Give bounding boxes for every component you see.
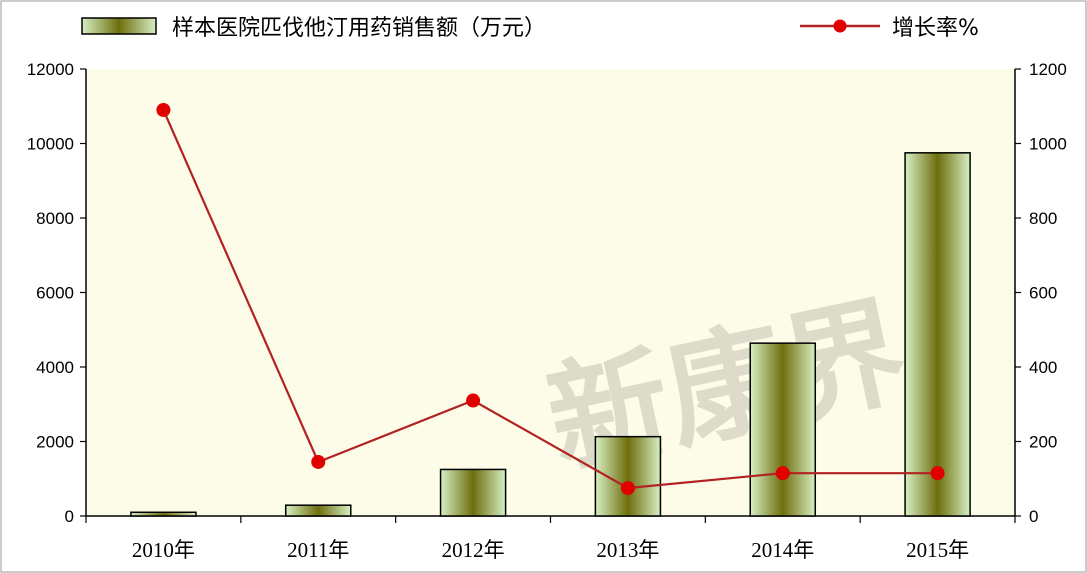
left-tick-label: 12000: [27, 60, 74, 79]
legend-bar-label: 样本医院匹伐他汀用药销售额（万元）: [172, 16, 546, 41]
right-tick-label: 600: [1029, 284, 1057, 303]
right-tick-label: 1200: [1029, 60, 1067, 79]
growth-point: [466, 393, 481, 408]
left-tick-label: 2000: [36, 433, 74, 452]
left-tick-label: 6000: [36, 284, 74, 303]
legend: 样本医院匹伐他汀用药销售额（万元） 增长率%: [81, 16, 979, 41]
growth-point: [156, 102, 171, 117]
growth-point: [620, 481, 635, 496]
x-tick-label: 2012年: [442, 538, 505, 562]
legend-line-label: 增长率%: [892, 16, 979, 41]
bar: [130, 511, 197, 517]
growth-point: [311, 454, 326, 469]
x-tick-label: 2015年: [906, 538, 969, 562]
legend-line-marker: [833, 19, 847, 33]
right-tick-label: 200: [1029, 433, 1057, 452]
left-tick-label: 8000: [36, 209, 74, 228]
x-tick-label: 2011年: [287, 538, 349, 562]
right-tick-label: 400: [1029, 358, 1057, 377]
growth-line: [162, 109, 938, 490]
right-tick-label: 800: [1029, 209, 1057, 228]
right-tick-label: 0: [1029, 507, 1038, 526]
bar: [284, 504, 352, 517]
left-tick-label: 10000: [27, 135, 74, 154]
line-series: [156, 102, 945, 496]
plot-area: [86, 69, 1015, 516]
left-tick-label: 4000: [36, 358, 74, 377]
bar: [749, 342, 817, 517]
bar: [439, 468, 507, 517]
x-tick-label: 2010年: [132, 538, 195, 562]
left-tick-label: 0: [65, 507, 74, 526]
axes: 0 2000 4000 6000 8000 10000 12000 0 200 400 600 800…: [27, 60, 1067, 562]
growth-point: [775, 466, 790, 481]
legend-bar-swatch: [81, 17, 157, 35]
right-tick-label: 1000: [1029, 135, 1067, 154]
x-tick-label: 2013年: [596, 538, 659, 562]
bar-series: [130, 152, 971, 517]
growth-point: [930, 466, 945, 481]
bar: [904, 152, 971, 517]
x-tick-label: 2014年: [751, 538, 814, 562]
